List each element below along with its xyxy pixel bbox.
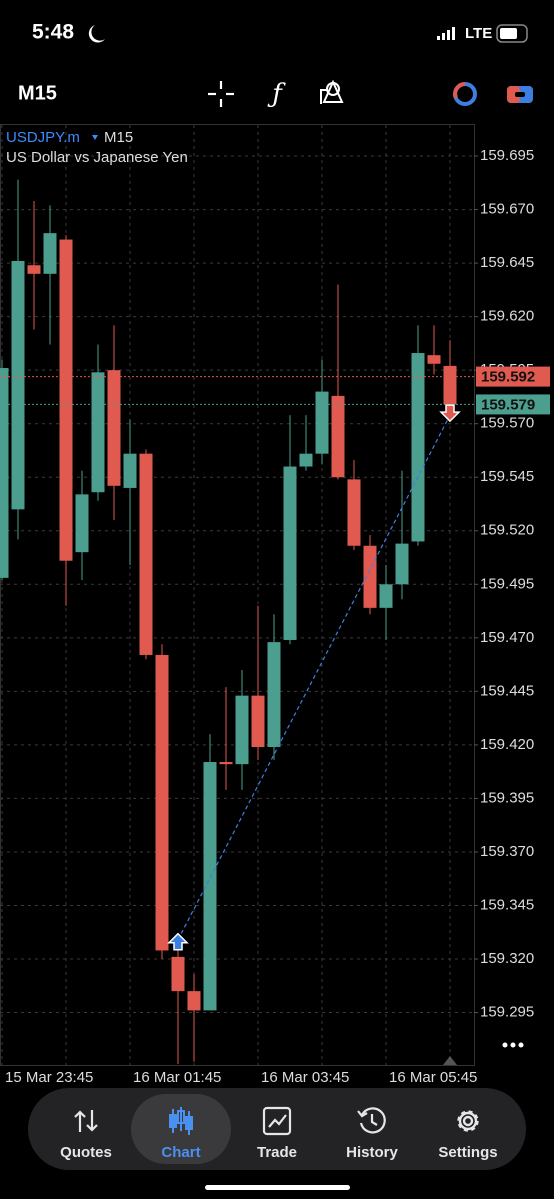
y-tick-label: 159.320 bbox=[480, 950, 534, 967]
candle-body bbox=[411, 353, 425, 542]
candle-body bbox=[379, 584, 393, 608]
signal-icon bbox=[437, 27, 455, 40]
x-tick-label: 16 Mar 05:45 bbox=[389, 1069, 477, 1086]
chart-timeframe: M15 bbox=[104, 129, 133, 146]
chart-frame bbox=[0, 124, 475, 1066]
candle-body bbox=[283, 466, 297, 640]
candle-body bbox=[443, 365, 457, 405]
buy-arrow bbox=[167, 932, 189, 951]
y-tick-label: 159.395 bbox=[480, 789, 534, 806]
y-tick-label: 159.370 bbox=[480, 843, 534, 860]
sell-arrow bbox=[439, 404, 461, 423]
candle-body bbox=[59, 239, 73, 561]
y-tick-label: 159.545 bbox=[480, 468, 534, 485]
y-tick-label: 159.695 bbox=[480, 147, 534, 164]
history-icon bbox=[357, 1107, 386, 1134]
candle-body bbox=[11, 260, 25, 510]
candle-body bbox=[171, 956, 185, 992]
y-tick-label: 159.620 bbox=[480, 308, 534, 325]
tab-quotes[interactable]: Quotes bbox=[36, 1094, 136, 1164]
candle-body bbox=[203, 762, 217, 1011]
symbol-dropdown[interactable] bbox=[92, 135, 98, 140]
tab-label: Trade bbox=[256, 1144, 298, 1161]
scroll-marker bbox=[443, 1056, 457, 1065]
chart-icon bbox=[169, 1107, 193, 1135]
settings-icon bbox=[457, 1110, 479, 1132]
symbol-label[interactable]: USDJPY.m bbox=[6, 129, 80, 146]
tab-label: Settings bbox=[438, 1144, 498, 1161]
ask-label: 159.592 bbox=[481, 369, 535, 386]
account-button[interactable] bbox=[453, 82, 477, 106]
objects-button[interactable] bbox=[320, 79, 344, 104]
home-indicator bbox=[205, 1185, 350, 1190]
candle-body bbox=[363, 545, 377, 608]
moon-icon bbox=[88, 25, 105, 43]
x-tick-label: 16 Mar 03:45 bbox=[261, 1069, 349, 1086]
y-tick-label: 159.645 bbox=[480, 254, 534, 271]
candle-body bbox=[107, 370, 121, 486]
indicators-button[interactable]: ƒ bbox=[267, 79, 286, 109]
candle-body bbox=[395, 543, 409, 585]
x-tick-label: 15 Mar 23:45 bbox=[5, 1069, 93, 1086]
quotes-icon bbox=[74, 1110, 98, 1132]
y-tick-label: 159.495 bbox=[480, 575, 534, 592]
candle-body bbox=[315, 391, 329, 454]
candle-body bbox=[0, 368, 9, 578]
y-tick-label: 159.670 bbox=[480, 201, 534, 218]
ask-tag bbox=[476, 366, 550, 387]
more-button[interactable] bbox=[502, 1042, 524, 1048]
y-tick-label: 159.520 bbox=[480, 522, 534, 539]
symbol-description: US Dollar vs Japanese Yen bbox=[6, 149, 188, 166]
timeframe-button[interactable]: M15 bbox=[18, 82, 57, 104]
bid-tag bbox=[476, 394, 550, 415]
candle-body bbox=[219, 762, 233, 765]
candle-body bbox=[187, 991, 201, 1011]
candle-body bbox=[27, 265, 41, 274]
candle-body bbox=[235, 695, 249, 765]
candle-body bbox=[123, 453, 137, 488]
candle-body bbox=[299, 453, 313, 467]
y-tick-label: 159.445 bbox=[480, 682, 534, 699]
candle-body bbox=[331, 395, 345, 478]
trade-button[interactable] bbox=[507, 86, 533, 103]
bid-label: 159.579 bbox=[481, 396, 535, 413]
battery-level bbox=[500, 28, 517, 39]
candle-body bbox=[75, 494, 89, 553]
candle-body bbox=[155, 654, 169, 951]
tab-label: History bbox=[346, 1144, 398, 1161]
status-time: 5:48 bbox=[32, 21, 74, 44]
y-tick-label: 159.345 bbox=[480, 896, 534, 913]
tab-bar: Quotes Chart Trade History Settings bbox=[28, 1088, 526, 1170]
y-tick-label: 159.295 bbox=[480, 1004, 534, 1021]
crosshair-button[interactable] bbox=[208, 81, 234, 107]
tab-chart[interactable]: Chart bbox=[131, 1094, 231, 1164]
tab-settings[interactable]: Settings bbox=[418, 1094, 518, 1164]
candle-body bbox=[347, 479, 361, 546]
candle-body bbox=[427, 355, 441, 364]
y-tick-label: 159.570 bbox=[480, 415, 534, 432]
candle-body bbox=[139, 453, 153, 655]
trade-line bbox=[177, 414, 451, 941]
chart: 5:48 LTE M15 ƒ USDJPY.m M15 US Dollar vs… bbox=[0, 21, 550, 1086]
y-tick-label: 159.470 bbox=[480, 629, 534, 646]
network-label: LTE bbox=[465, 25, 492, 42]
x-tick-label: 16 Mar 01:45 bbox=[133, 1069, 221, 1086]
tab-trade[interactable]: Trade bbox=[227, 1094, 327, 1164]
plot bbox=[0, 179, 474, 1064]
tab-label: Quotes bbox=[60, 1144, 112, 1161]
tab-label: Chart bbox=[161, 1144, 201, 1161]
battery-icon bbox=[496, 24, 528, 43]
candle-body bbox=[251, 695, 265, 748]
candle-body bbox=[43, 233, 57, 274]
candle-body bbox=[267, 642, 281, 748]
candle-body bbox=[91, 372, 105, 493]
y-tick-label: 159.420 bbox=[480, 736, 534, 753]
tab-history[interactable]: History bbox=[322, 1094, 422, 1164]
trade-icon bbox=[262, 1106, 292, 1136]
